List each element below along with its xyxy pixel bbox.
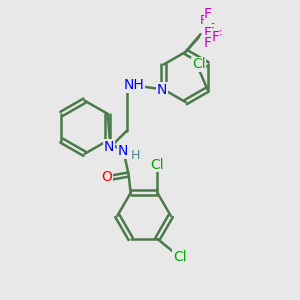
Text: H: H [118,145,127,158]
Text: Cl: Cl [173,250,187,264]
Text: N: N [118,144,128,158]
Text: NH: NH [124,78,144,92]
Text: F: F [212,30,219,44]
Text: H: H [131,149,140,162]
Text: N: N [157,82,167,97]
Text: N: N [103,140,114,154]
Text: F: F [207,22,215,36]
Text: F: F [200,14,207,27]
Text: F: F [203,26,211,40]
Text: O: O [101,170,112,184]
Text: Cl: Cl [192,57,206,71]
Text: F
F
F: F F F [204,8,212,54]
Text: Cl: Cl [151,158,164,172]
Text: F: F [215,29,222,42]
Text: F: F [203,36,211,50]
